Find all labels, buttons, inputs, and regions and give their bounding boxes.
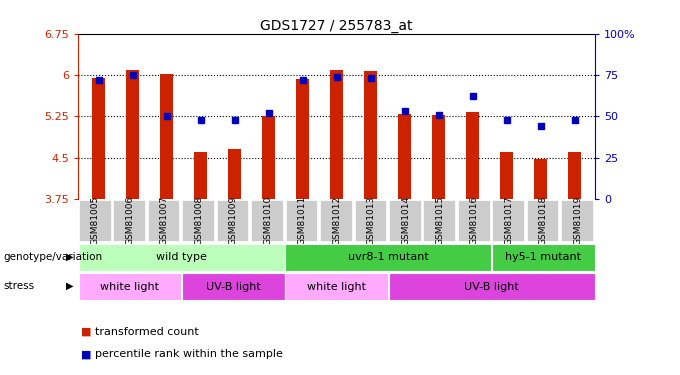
Text: stress: stress [3,281,35,291]
Text: UV-B light: UV-B light [206,282,260,291]
Bar [320,200,352,241]
Text: GSM81017: GSM81017 [505,196,513,245]
Bar [432,115,445,199]
Bar [389,200,421,241]
Bar [527,200,558,241]
Bar [296,79,309,199]
Text: GSM81018: GSM81018 [539,196,548,245]
Text: GSM81014: GSM81014 [401,196,410,245]
Bar [251,200,283,241]
Bar [79,273,181,300]
Text: hy5-1 mutant: hy5-1 mutant [505,252,581,262]
Bar [568,152,581,199]
Text: GSM81009: GSM81009 [228,196,238,245]
Text: GSM81008: GSM81008 [194,196,203,245]
Bar [126,69,139,199]
Bar [182,273,284,300]
Text: genotype/variation: genotype/variation [3,252,103,262]
Text: GSM81015: GSM81015 [435,196,445,245]
Bar [364,70,377,199]
Text: GSM81007: GSM81007 [160,196,169,245]
Text: ■: ■ [82,350,92,359]
Bar [79,243,284,271]
Bar [262,116,275,199]
Text: white light: white light [307,282,366,291]
Bar [286,200,318,241]
Bar [500,152,513,199]
Text: GSM81010: GSM81010 [263,196,272,245]
Text: UV-B light: UV-B light [464,282,519,291]
Text: GSM81012: GSM81012 [332,196,341,245]
Text: ▶: ▶ [66,252,73,262]
Bar [194,152,207,199]
Bar [330,69,343,199]
Bar [148,200,180,241]
Text: ■: ■ [82,327,92,337]
Bar [79,200,111,241]
Bar [424,200,455,241]
Text: ▶: ▶ [66,281,73,291]
Bar [534,159,547,199]
Text: transformed count: transformed count [95,327,199,337]
Bar [182,200,214,241]
Text: wild type: wild type [156,252,207,262]
Bar [492,243,594,271]
Bar [466,112,479,199]
Text: GSM81011: GSM81011 [298,196,307,245]
Bar [160,74,173,199]
Text: GSM81019: GSM81019 [573,196,582,245]
Bar [398,114,411,199]
Text: GSM81005: GSM81005 [91,196,100,245]
Text: percentile rank within the sample: percentile rank within the sample [95,350,283,359]
Bar [561,200,593,241]
Bar [286,243,491,271]
Text: GSM81006: GSM81006 [125,196,135,245]
Bar [492,200,524,241]
Text: GSM81013: GSM81013 [367,196,375,245]
Bar [217,200,248,241]
Title: GDS1727 / 255783_at: GDS1727 / 255783_at [260,19,413,33]
Bar [228,149,241,199]
Text: GSM81016: GSM81016 [470,196,479,245]
Bar [458,200,490,241]
Bar [389,273,594,300]
Bar [354,200,386,241]
Bar [286,273,388,300]
Bar [92,78,105,199]
Text: white light: white light [101,282,159,291]
Bar [114,200,145,241]
Text: uvr8-1 mutant: uvr8-1 mutant [348,252,428,262]
